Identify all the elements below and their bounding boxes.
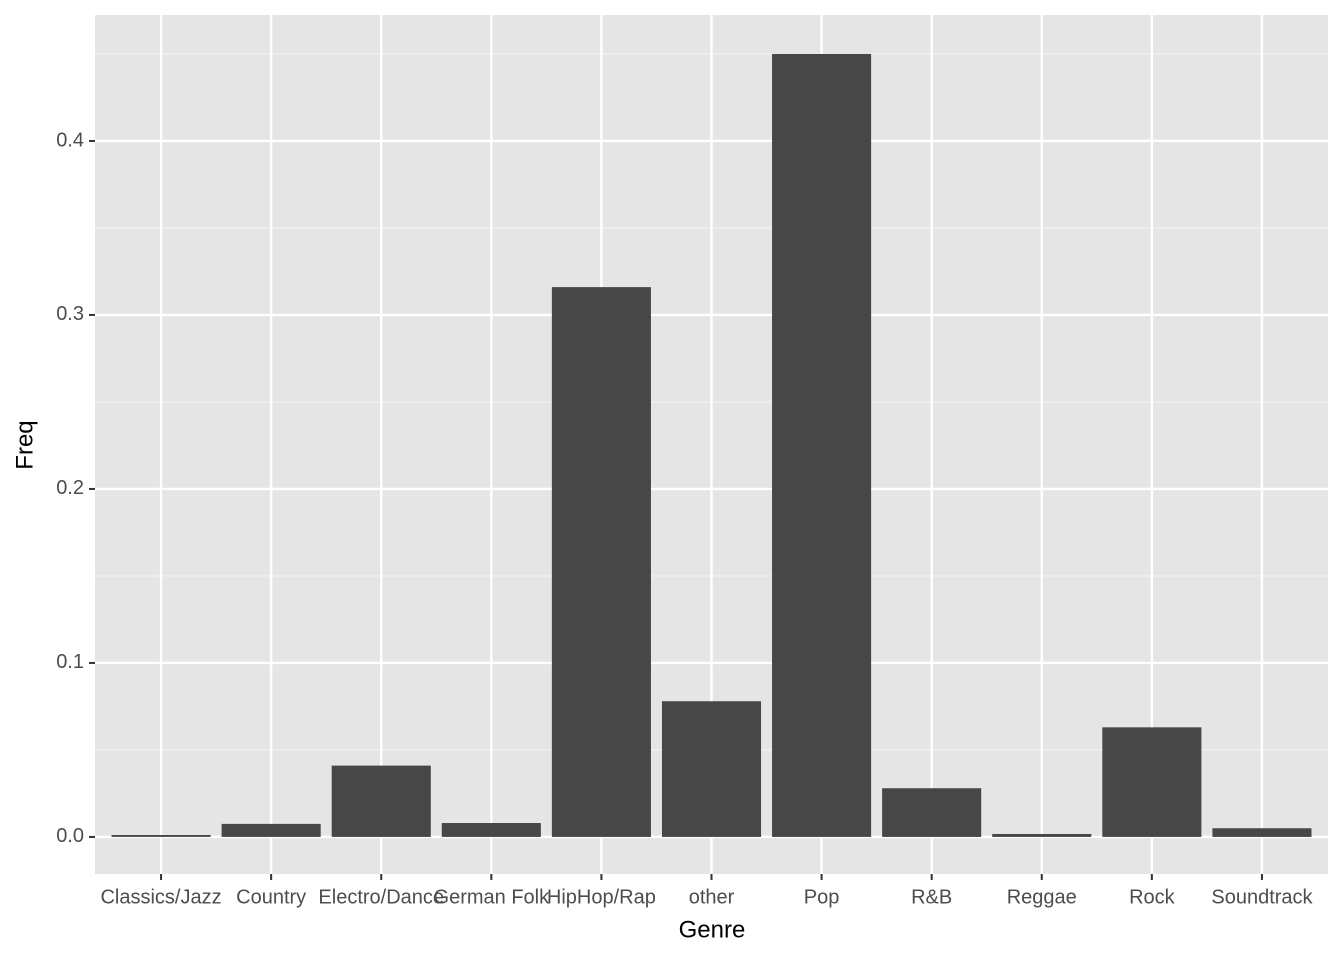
x-tick-label: Rock bbox=[1129, 886, 1176, 908]
bar bbox=[221, 823, 321, 837]
y-tick-label: 0.2 bbox=[56, 477, 84, 499]
x-tick-label: R&B bbox=[911, 886, 952, 908]
y-tick-label: 0.3 bbox=[56, 303, 84, 325]
bar bbox=[331, 765, 431, 837]
y-tick-label: 0.4 bbox=[56, 129, 84, 151]
y-axis-title: Freq bbox=[11, 420, 38, 469]
bar bbox=[551, 287, 651, 837]
x-tick-label: Electro/Dance bbox=[318, 886, 444, 908]
x-tick-label: HipHop/Rap bbox=[547, 886, 656, 908]
x-tick-label: other bbox=[689, 886, 735, 908]
bar bbox=[992, 833, 1092, 837]
x-tick-label: German Folk bbox=[434, 886, 551, 908]
x-tick-label: Pop bbox=[804, 886, 840, 908]
bar bbox=[1102, 727, 1202, 837]
bar bbox=[1212, 828, 1312, 837]
bar bbox=[111, 835, 211, 837]
y-tick-label: 0.0 bbox=[56, 825, 84, 847]
x-tick-label: Classics/Jazz bbox=[100, 886, 221, 908]
x-tick-label: Reggae bbox=[1007, 886, 1077, 908]
bar bbox=[441, 823, 541, 837]
x-tick-label: Soundtrack bbox=[1211, 886, 1313, 908]
bar bbox=[882, 788, 982, 837]
x-tick-label: Country bbox=[236, 886, 306, 908]
bar bbox=[661, 701, 762, 837]
x-axis-title: Genre bbox=[679, 916, 746, 943]
y-tick-label: 0.1 bbox=[56, 651, 84, 673]
bar bbox=[772, 53, 872, 837]
